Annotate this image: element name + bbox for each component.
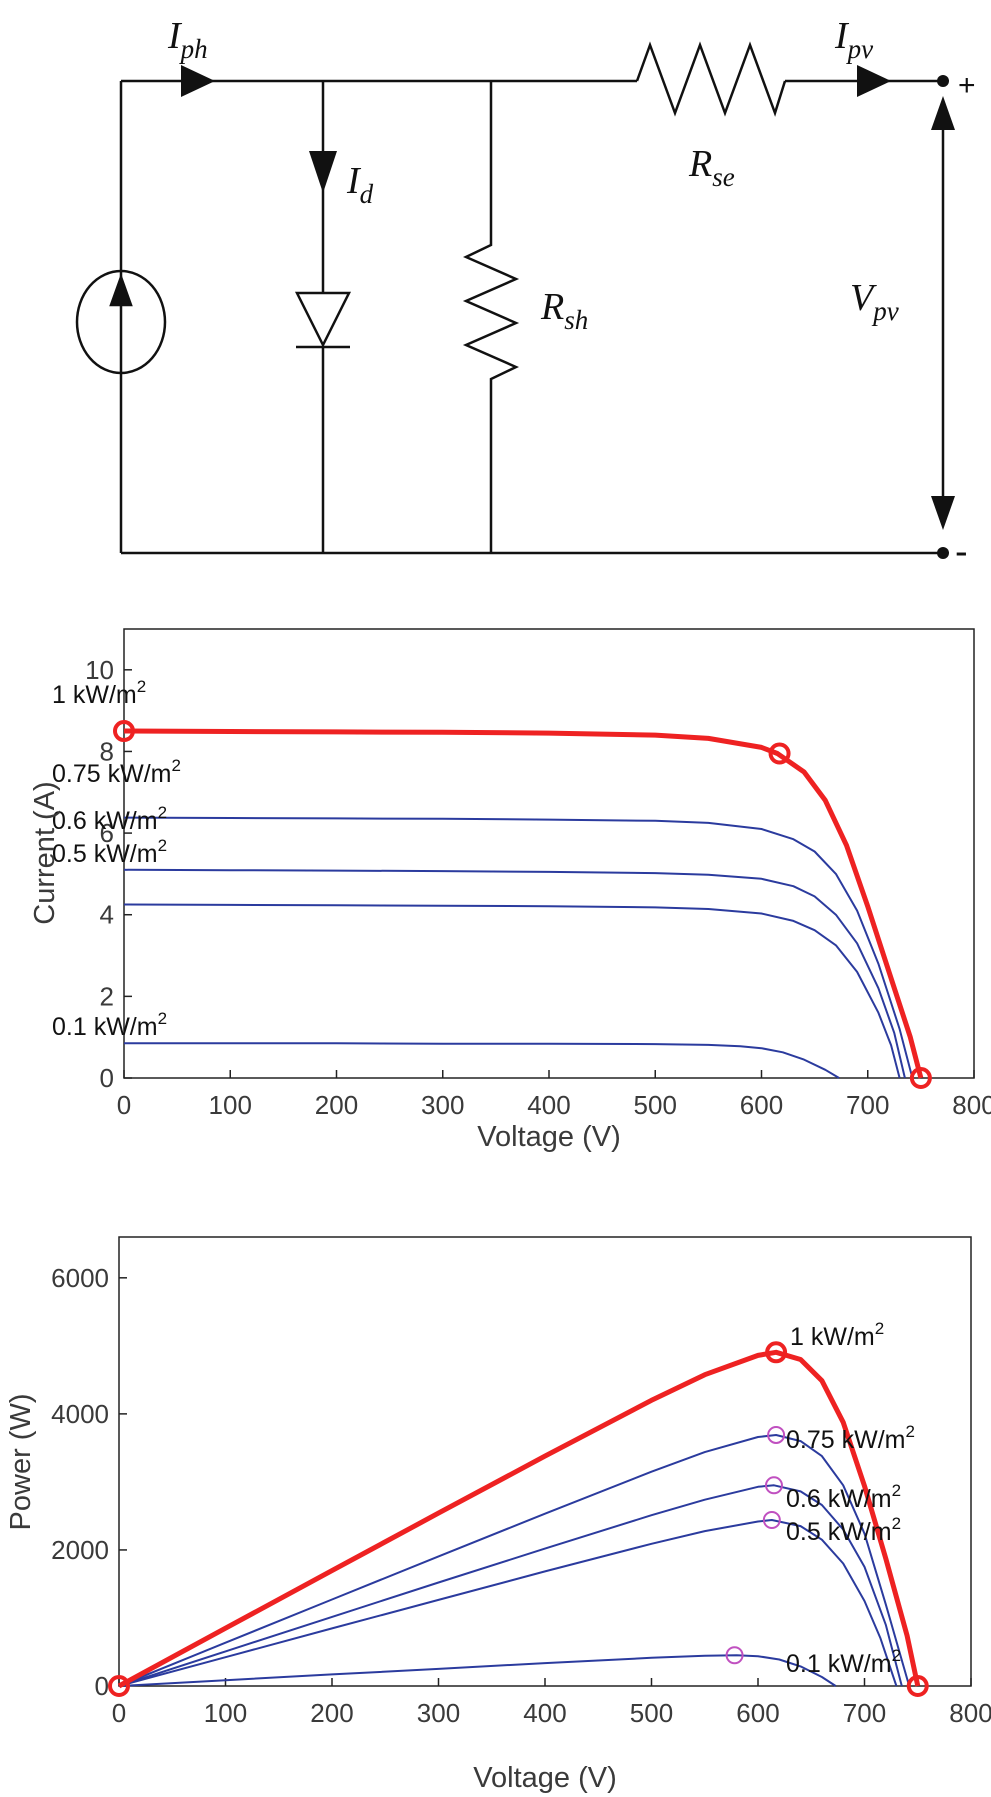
iv-operating-point-marker bbox=[113, 720, 135, 743]
pv-curve-label: 1 kW/m2 bbox=[790, 1319, 884, 1351]
iv-x-axis-label: Voltage (V) bbox=[477, 1121, 620, 1153]
pv-x-tick-label: 300 bbox=[417, 1698, 460, 1728]
iv-operating-point-marker bbox=[768, 742, 791, 765]
label-minus: - bbox=[955, 531, 968, 573]
iv-x-ticks: 0 100 200 300 400 500 600 700 800 bbox=[117, 1070, 991, 1120]
pv-mpp-marker bbox=[764, 1476, 783, 1495]
iv-curve-labels: 1 kW/m2 0.75 kW/m2 0.6 kW/m20.5 kW/m2 0.1 k… bbox=[52, 677, 181, 1041]
iv-x-tick-label: 100 bbox=[209, 1090, 252, 1120]
label-plus: + bbox=[958, 69, 976, 102]
iv-y-ticks: 0 2 4 6 8 10 bbox=[85, 655, 132, 1093]
pv-equivalent-circuit bbox=[75, 41, 955, 559]
iv-curve-label: 0.75 kW/m2 bbox=[52, 756, 181, 788]
pv-y-tick-label: 0 bbox=[95, 1671, 109, 1701]
iv-curve-label: 0.1 kW/m2 bbox=[52, 1009, 167, 1041]
pv-x-ticks: 0 100 200 300 400 500 600 700 800 bbox=[112, 1678, 991, 1728]
iv-curve-label: 0.6 kW/m2 bbox=[52, 803, 167, 835]
pv-curve-label: 0.5 kW/m2 bbox=[786, 1514, 901, 1546]
label-i-d: Id bbox=[346, 160, 374, 209]
vpv-arrow-up bbox=[931, 96, 955, 130]
iv-y-tick-label: 2 bbox=[100, 981, 114, 1011]
label-i-pv: Ipv bbox=[834, 15, 873, 64]
pv-curve-labels: 1 kW/m2 0.75 kW/m2 0.6 kW/m20.5 kW/m2 0.1 k… bbox=[786, 1319, 915, 1678]
source-arrow bbox=[109, 273, 133, 307]
label-r-sh: Rsh bbox=[540, 286, 588, 335]
pv-x-axis-label: Voltage (V) bbox=[473, 1762, 616, 1794]
pv-x-tick-label: 700 bbox=[843, 1698, 886, 1728]
label-v-pv: Vpv bbox=[850, 277, 899, 326]
iv-operating-point-marker bbox=[909, 1067, 932, 1089]
iv-y-tick-label: 4 bbox=[100, 900, 114, 930]
pv-mpp-marker bbox=[767, 1425, 786, 1444]
vpv-arrow-down bbox=[931, 496, 955, 530]
label-r-se: Rse bbox=[688, 143, 735, 192]
pv-mpp-marker bbox=[762, 1511, 781, 1530]
iv-x-tick-label: 800 bbox=[952, 1090, 991, 1120]
iv-series-line-0-5-kw-m2 bbox=[123, 903, 901, 1079]
pv-series-line-0-5-kw-m2 bbox=[118, 1519, 898, 1687]
pv-x-tick-label: 0 bbox=[112, 1698, 126, 1728]
pv-x-tick-label: 600 bbox=[736, 1698, 779, 1728]
pv-operating-point-marker bbox=[108, 1675, 130, 1697]
pv-y-axis-label: Power (W) bbox=[5, 1394, 37, 1531]
iv-curve-label: 1 kW/m2 bbox=[52, 677, 146, 709]
pv-x-tick-label: 800 bbox=[949, 1698, 991, 1728]
iv-series-line-0-1-kw-m2 bbox=[124, 1042, 840, 1079]
pv-y-ticks: 0 2000 4000 6000 bbox=[51, 1263, 127, 1701]
diode bbox=[294, 291, 352, 348]
iv-curve-label: 0.5 kW/m2 bbox=[52, 836, 167, 868]
iv-x-tick-label: 0 bbox=[117, 1090, 131, 1120]
pv-y-tick-label: 2000 bbox=[51, 1535, 109, 1565]
pv-mpp-marker bbox=[725, 1646, 744, 1665]
pv-operating-point-marker bbox=[765, 1341, 788, 1364]
pv-series-line-0-75-kw-m2 bbox=[118, 1434, 911, 1687]
pv-operating-point-marker bbox=[906, 1675, 929, 1697]
iv-series-line-0-6-kw-m2 bbox=[123, 868, 906, 1079]
iv-chart: 0 2 4 6 8 10 0 100 200 300 400 500 600 700 800 1 kW/m… bbox=[29, 628, 991, 1153]
ipv-arrow bbox=[857, 65, 891, 97]
iv-markers bbox=[113, 720, 932, 1089]
iv-y-tick-label: 10 bbox=[85, 655, 114, 685]
pv-series-line-0-6-kw-m2 bbox=[118, 1484, 903, 1687]
iv-series-line-0-75-kw-m2 bbox=[123, 816, 914, 1079]
iv-x-tick-label: 700 bbox=[846, 1090, 889, 1120]
iv-x-tick-label: 500 bbox=[634, 1090, 677, 1120]
pv-series-line-0-1-kw-m2 bbox=[118, 1654, 837, 1687]
pv-curve-label: 0.1 kW/m2 bbox=[786, 1646, 901, 1678]
series-resistor bbox=[635, 41, 787, 117]
pv-y-tick-label: 4000 bbox=[51, 1399, 109, 1429]
label-i-ph: Iph bbox=[167, 15, 208, 64]
iv-x-tick-label: 300 bbox=[421, 1090, 464, 1120]
pv-curve-label: 0.6 kW/m2 bbox=[786, 1481, 901, 1513]
iv-x-tick-label: 400 bbox=[527, 1090, 570, 1120]
iv-y-axis-label: Current (A) bbox=[29, 781, 61, 924]
iv-y-tick-label: 6 bbox=[100, 818, 114, 848]
terminal-negative bbox=[937, 547, 949, 559]
terminal-positive bbox=[937, 75, 949, 87]
circuit-labels: Iph Id Rsh Rse Ipv Vpv + - bbox=[167, 15, 976, 573]
shunt-resistor bbox=[462, 81, 520, 553]
iv-y-tick-label: 8 bbox=[100, 736, 114, 766]
pv-x-tick-label: 200 bbox=[310, 1698, 353, 1728]
pv-markers bbox=[108, 1341, 929, 1697]
current-source bbox=[75, 269, 167, 375]
pv-x-tick-label: 400 bbox=[523, 1698, 566, 1728]
iv-x-tick-label: 200 bbox=[315, 1090, 358, 1120]
iv-y-tick-label: 0 bbox=[100, 1063, 114, 1093]
pv-x-tick-label: 500 bbox=[630, 1698, 673, 1728]
pv-x-tick-label: 100 bbox=[204, 1698, 247, 1728]
pv-y-tick-label: 6000 bbox=[51, 1263, 109, 1293]
id-arrow bbox=[309, 151, 337, 193]
iv-x-tick-label: 600 bbox=[740, 1090, 783, 1120]
pv-curve-label: 0.75 kW/m2 bbox=[786, 1422, 915, 1454]
iph-arrow bbox=[181, 65, 215, 97]
